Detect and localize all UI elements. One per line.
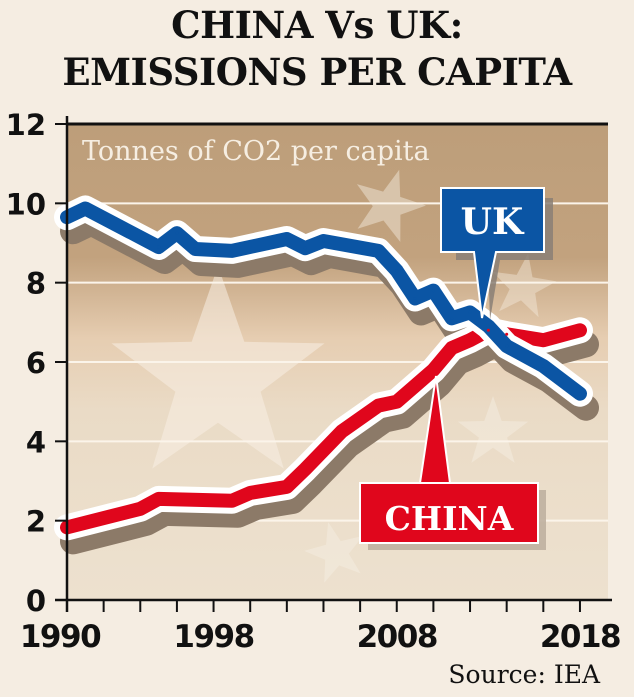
data-point-china	[395, 400, 399, 404]
star-icon	[111, 266, 325, 469]
china-callout-label: CHINA	[385, 499, 514, 538]
y-tick-label: 6	[26, 346, 46, 380]
data-point-china	[578, 328, 582, 332]
data-point-uk	[157, 245, 161, 249]
source-note: Source: IEA	[448, 660, 601, 689]
axes: 0 2 4 6 8 10 12 1990 1998 2008 2018	[6, 108, 622, 655]
data-point-china	[468, 338, 472, 342]
star-icon	[492, 253, 557, 318]
data-point-uk	[395, 269, 399, 273]
data-point-uk	[431, 289, 435, 293]
uk-callout-label: UK	[461, 201, 525, 243]
x-tick-label: 2008	[357, 619, 437, 655]
data-point-china	[450, 346, 454, 350]
x-tick-label: 1998	[173, 619, 253, 655]
x-tick-label: 2018	[540, 619, 620, 655]
data-point-china	[431, 368, 435, 372]
data-point-china	[340, 429, 344, 433]
data-point-china	[248, 491, 252, 495]
data-point-uk	[413, 297, 417, 301]
y-tick-label: 4	[26, 425, 46, 459]
data-point-uk	[193, 247, 197, 251]
star-icon	[457, 396, 529, 463]
data-point-china	[505, 332, 509, 336]
y-tick-label: 12	[6, 108, 46, 142]
data-point-uk	[541, 364, 545, 368]
data-point-china	[285, 485, 289, 489]
data-point-china	[541, 338, 545, 342]
data-point-uk	[376, 249, 380, 253]
data-point-uk	[321, 239, 325, 243]
data-point-china	[486, 328, 490, 332]
series-layer	[54, 195, 599, 555]
data-point-china	[303, 467, 307, 471]
data-point-china	[230, 499, 234, 503]
star-icon	[356, 169, 426, 242]
data-point-uk	[486, 324, 490, 328]
data-point-uk	[505, 344, 509, 348]
chart-title-line-1: CHINA Vs UK:	[171, 3, 463, 47]
data-point-china	[413, 384, 417, 388]
data-point-uk	[578, 392, 582, 396]
data-point-uk	[303, 246, 307, 250]
y-tick-label: 10	[6, 187, 46, 221]
uk-callout	[440, 187, 545, 319]
star-icon	[304, 522, 363, 583]
data-point-china	[376, 404, 380, 408]
data-point-uk	[285, 237, 289, 241]
background-stars	[111, 169, 557, 583]
x-tick-label: 1990	[20, 619, 101, 655]
unit-label: Tonnes of CO2 per capita	[82, 136, 430, 167]
callouts: UK CHINA	[359, 187, 553, 550]
data-point-uk	[450, 316, 454, 320]
data-point-uk	[468, 310, 472, 314]
chart-title-line-2: EMISSIONS PER CAPITA	[62, 50, 572, 94]
data-point-china	[157, 497, 161, 501]
y-tick-label: 0	[26, 584, 46, 618]
data-point-uk	[175, 231, 179, 235]
data-point-uk	[230, 249, 234, 253]
data-point-uk	[83, 206, 87, 210]
y-tick-label: 8	[26, 267, 46, 301]
y-tick-label: 2	[26, 505, 46, 539]
china-callout	[359, 375, 539, 544]
data-point-china	[138, 507, 142, 511]
